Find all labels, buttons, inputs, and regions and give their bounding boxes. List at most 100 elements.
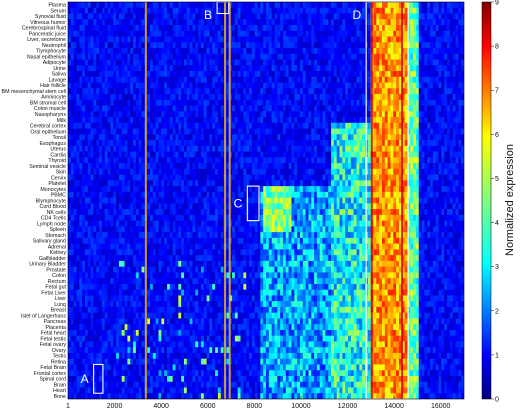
heatmap-cell <box>441 191 445 198</box>
heatmap-cell <box>243 117 247 124</box>
heatmap-cell <box>288 134 292 141</box>
heatmap-cell <box>198 76 202 83</box>
heatmap-cell <box>381 151 386 158</box>
heatmap-cell <box>121 82 125 89</box>
heatmap-cell <box>447 19 451 26</box>
heatmap-cell <box>266 19 270 26</box>
heatmap-cell <box>432 191 437 198</box>
heatmap-cell <box>121 30 125 37</box>
heatmap-cell <box>396 13 400 20</box>
heatmap-cell <box>277 180 281 187</box>
heatmap-cell <box>124 105 128 112</box>
heatmap-cell <box>155 71 159 78</box>
heatmap-cell <box>186 42 191 49</box>
heatmap-cell <box>353 59 357 66</box>
heatmap-cell <box>101 117 106 124</box>
heatmap-cell <box>331 128 335 135</box>
heatmap-cell <box>263 59 267 66</box>
heatmap-cell <box>226 48 230 55</box>
heatmap-cell <box>444 111 448 118</box>
heatmap-cell <box>167 180 171 187</box>
heatmap-cell <box>229 111 233 118</box>
heatmap-cell <box>79 13 83 20</box>
heatmap-cell <box>73 197 77 204</box>
heatmap-cell <box>350 36 355 43</box>
heatmap-cell <box>192 197 196 204</box>
heatmap-cell <box>217 59 222 66</box>
heatmap-cell <box>274 53 278 60</box>
heatmap-cell <box>449 128 454 135</box>
heatmap-cell <box>113 140 117 147</box>
heatmap-cell <box>101 53 106 60</box>
heatmap-cell <box>398 99 403 106</box>
heatmap-cell <box>124 145 128 152</box>
heatmap-cell <box>449 197 454 204</box>
heatmap-cell <box>158 36 162 43</box>
heatmap-cell <box>135 25 140 32</box>
heatmap-cell <box>458 186 462 193</box>
heatmap-cell <box>135 76 140 83</box>
heatmap-cell <box>206 134 210 141</box>
heatmap-cell <box>107 7 111 14</box>
heatmap-cell <box>189 191 193 198</box>
heatmap-cell <box>234 174 239 181</box>
heatmap-cell <box>263 191 267 198</box>
heatmap-cell <box>268 163 273 170</box>
heatmap-cell <box>141 99 145 106</box>
heatmap-cell <box>268 59 273 66</box>
heatmap-cell <box>181 157 185 164</box>
heatmap-cell <box>138 7 142 14</box>
heatmap-cell <box>359 82 363 89</box>
heatmap-cell <box>76 25 80 32</box>
heatmap-cell <box>240 53 244 60</box>
heatmap-cell <box>135 65 140 72</box>
heatmap-cell <box>124 48 128 55</box>
heatmap-cell <box>427 82 431 89</box>
heatmap-cell <box>104 48 108 55</box>
heatmap-cell <box>314 94 318 101</box>
heatmap-cell <box>415 134 420 141</box>
heatmap-cell <box>124 157 128 164</box>
heatmap-cell <box>421 168 425 175</box>
heatmap-cell <box>107 197 111 204</box>
heatmap-cell <box>305 2 309 9</box>
heatmap-cell <box>73 191 77 198</box>
heatmap-cell <box>195 191 199 198</box>
heatmap-cell <box>328 94 332 101</box>
heatmap-cell <box>379 59 383 66</box>
heatmap-cell <box>316 65 321 72</box>
heatmap-cell <box>181 65 185 72</box>
heatmap-cell <box>353 99 357 106</box>
heatmap-cells <box>68 2 464 399</box>
heatmap-cell <box>359 140 363 147</box>
row-label: Neutrophil <box>42 43 66 49</box>
heatmap-cell <box>339 13 343 20</box>
row-label: Fetal ovary <box>40 342 67 348</box>
heatmap-cell <box>73 30 77 37</box>
heatmap-cell <box>172 19 176 26</box>
heatmap-cell <box>104 99 108 106</box>
heatmap-cell <box>331 157 335 164</box>
heatmap-cell <box>152 99 157 106</box>
heatmap-cell <box>294 53 298 60</box>
heatmap-cell <box>82 117 86 124</box>
heatmap-cell <box>99 13 103 20</box>
heatmap-cell <box>254 42 258 49</box>
heatmap-cell <box>322 168 326 175</box>
heatmap-cell <box>79 134 83 141</box>
heatmap-cell <box>107 53 111 60</box>
heatmap-cell <box>274 71 278 78</box>
heatmap-cell <box>203 53 207 60</box>
heatmap-cell <box>427 36 431 43</box>
heatmap-cell <box>390 128 394 135</box>
heatmap-cell <box>178 197 182 204</box>
heatmap-cell <box>104 53 108 60</box>
heatmap-cell <box>297 191 301 198</box>
heatmap-cell <box>99 163 103 170</box>
heatmap-cell <box>367 2 372 9</box>
heatmap-cell <box>96 203 100 210</box>
heatmap-cell <box>68 88 72 95</box>
heatmap-cell <box>251 2 256 9</box>
heatmap-cell <box>444 140 448 147</box>
heatmap-cell <box>401 42 405 49</box>
